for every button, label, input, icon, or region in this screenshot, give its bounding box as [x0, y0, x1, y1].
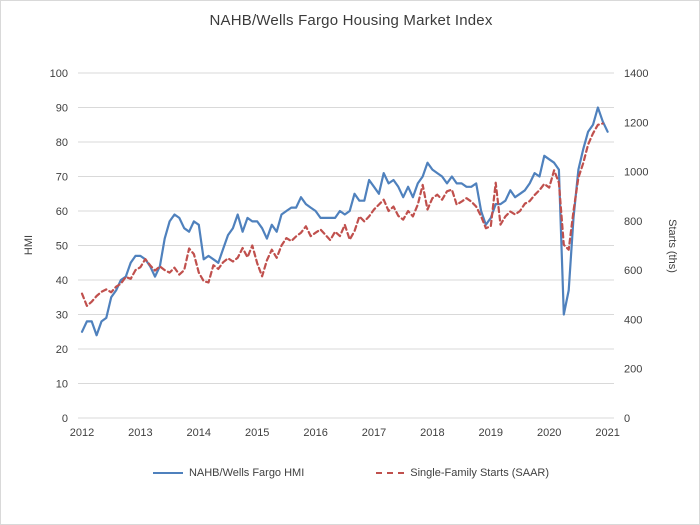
x-axis-tick-label: 2016	[303, 427, 327, 439]
y-axis-tick-label-right: 1400	[624, 68, 648, 80]
y-axis-tick-label-left: 20	[56, 344, 68, 356]
legend: NAHB/Wells Fargo HMI Single-Family Start…	[1, 467, 699, 479]
chart-title: NAHB/Wells Fargo Housing Market Index	[209, 12, 493, 29]
y-axis-tick-label-left: 40	[56, 275, 68, 287]
y-axis-tick-label-left: 80	[56, 137, 68, 149]
right-axis-title: Starts (ths)	[666, 219, 678, 273]
x-axis-tick-label: 2012	[70, 427, 94, 439]
y-axis-tick-label-left: 60	[56, 206, 68, 218]
x-axis-tick-label: 2013	[128, 427, 152, 439]
y-axis-tick-label-left: 50	[56, 241, 68, 253]
plot-area: 0102030405060708090100020040060080010001…	[23, 68, 678, 439]
hmi-line-marker-icon	[152, 472, 183, 474]
y-axis-tick-label-right: 800	[624, 216, 642, 228]
y-axis-tick-label-right: 1200	[624, 117, 648, 129]
legend-label-starts: Single-Family Starts (SAAR)	[410, 467, 550, 479]
legend-item-starts: Single-Family Starts (SAAR)	[376, 467, 549, 479]
x-axis-tick-label: 2019	[479, 427, 503, 439]
y-axis-tick-label-right: 600	[624, 265, 642, 277]
y-axis-tick-label-left: 30	[56, 310, 68, 322]
y-axis-tick-label-left: 70	[56, 172, 68, 184]
x-axis-tick-label: 2017	[362, 427, 386, 439]
legend-label-hmi: NAHB/Wells Fargo HMI	[188, 467, 305, 479]
y-axis-tick-label-left: 0	[62, 413, 68, 425]
y-axis-tick-label-left: 100	[50, 68, 68, 80]
y-axis-tick-label-right: 400	[624, 314, 642, 326]
hmi-line-series	[80, 106, 609, 337]
x-axis-tick-label: 2020	[537, 427, 561, 439]
x-axis-tick-label: 2015	[245, 427, 269, 439]
y-axis-tick-label-right: 1000	[624, 167, 648, 179]
left-axis-title: HMI	[23, 235, 35, 255]
starts-dashed-marker-icon	[376, 472, 405, 474]
x-axis-tick-label: 2018	[420, 427, 444, 439]
y-axis-tick-label-right: 0	[624, 413, 630, 425]
x-axis-tick-label: 2014	[187, 427, 211, 439]
y-axis-tick-label-left: 10	[56, 379, 68, 391]
y-axis-tick-label-left: 90	[56, 103, 68, 115]
y-axis-tick-label-right: 200	[624, 364, 642, 376]
legend-item-hmi: NAHB/Wells Fargo HMI	[152, 467, 305, 479]
starts-line-series	[80, 122, 604, 307]
x-axis-tick-label: 2021	[595, 427, 619, 439]
